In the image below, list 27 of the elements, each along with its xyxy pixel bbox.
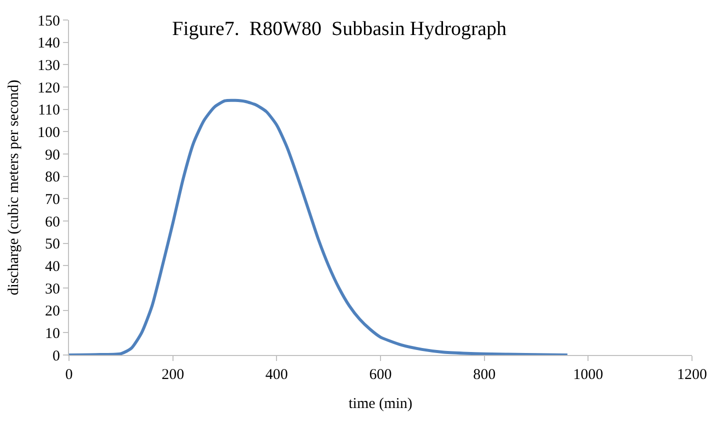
x-tick-label: 1200 — [677, 367, 707, 383]
x-tick-label: 0 — [65, 367, 73, 383]
y-tick-label: 100 — [38, 124, 60, 141]
y-tick-label: 0 — [52, 348, 60, 364]
x-axis-title: time (min) — [348, 396, 412, 412]
y-tick-label: 40 — [45, 258, 60, 275]
x-tick-label: 800 — [473, 367, 496, 383]
y-tick-label: 150 — [38, 13, 60, 30]
y-tick-label: 80 — [45, 170, 60, 186]
y-tick-label: 120 — [38, 80, 60, 96]
y-axis-title: discharge (cubic meters per second) — [6, 80, 22, 296]
x-tick-label: 1000 — [573, 367, 604, 383]
x-tick-label: 200 — [162, 367, 184, 383]
y-tick-label: 10 — [45, 326, 60, 342]
y-tick-label: 110 — [38, 102, 60, 119]
y-tick-label: 60 — [45, 214, 60, 230]
y-tick-label: 90 — [45, 147, 60, 164]
chart-title: Figure7. R80W80 Subbasin Hydrograph — [172, 18, 507, 40]
x-tick-label: 600 — [369, 367, 392, 383]
y-tick-label: 130 — [38, 58, 60, 74]
y-tick-label: 70 — [45, 192, 60, 208]
y-tick-label: 50 — [45, 236, 60, 253]
y-tick-label: 30 — [45, 281, 60, 298]
x-tick-label: 400 — [265, 367, 288, 383]
line-series — [69, 98, 569, 355]
y-tick-label: 140 — [38, 36, 60, 52]
y-tick-label: 20 — [45, 304, 60, 320]
